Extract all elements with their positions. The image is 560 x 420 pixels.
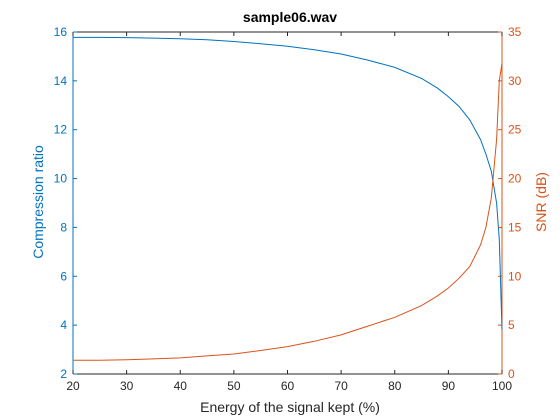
y-left-tick-label: 6 [60, 269, 67, 283]
y-right-tick-label: 0 [508, 367, 515, 381]
x-tick-label: 40 [174, 379, 188, 393]
snr-series-line [73, 63, 503, 361]
x-tick-label: 60 [281, 379, 295, 393]
x-tick-label: 30 [120, 379, 134, 393]
y-axis-right-label: SNR (dB) [533, 172, 549, 232]
y-right-tick-label: 10 [508, 269, 522, 283]
x-tick-label: 70 [334, 379, 348, 393]
y-right-tick-label: 15 [508, 220, 522, 234]
compression-ratio-series-line [73, 36, 503, 331]
x-tick-label: 20 [66, 379, 80, 393]
y-left-tick-label: 10 [54, 172, 68, 186]
y-right-tick-label: 35 [508, 25, 522, 39]
x-tick-label: 80 [388, 379, 402, 393]
y-right-tick-label: 30 [508, 74, 522, 88]
chart-title: sample06.wav [243, 9, 337, 25]
x-axis-label: Energy of the signal kept (%) [200, 399, 380, 415]
y-left-tick-label: 16 [54, 25, 68, 39]
y-left-tick-label: 8 [60, 220, 67, 234]
tick-marks: 20 30 40 50 60 70 80 90 100 2 4 6 8 10 12 14 16 0 5 10 15 20 2… [54, 25, 522, 393]
y-left-tick-label: 2 [60, 367, 67, 381]
x-tick-label: 50 [227, 379, 241, 393]
y-axis-left-label: Compression ratio [30, 145, 46, 259]
x-tick-label: 100 [492, 379, 512, 393]
y-left-tick-label: 14 [54, 74, 68, 88]
y-left-tick-label: 12 [54, 123, 68, 137]
y-right-tick-label: 20 [508, 172, 522, 186]
y-right-tick-label: 5 [508, 318, 515, 332]
y-left-tick-label: 4 [60, 318, 67, 332]
y-right-tick-label: 25 [508, 123, 522, 137]
plot-lines [73, 36, 503, 361]
x-tick-label: 90 [442, 379, 456, 393]
